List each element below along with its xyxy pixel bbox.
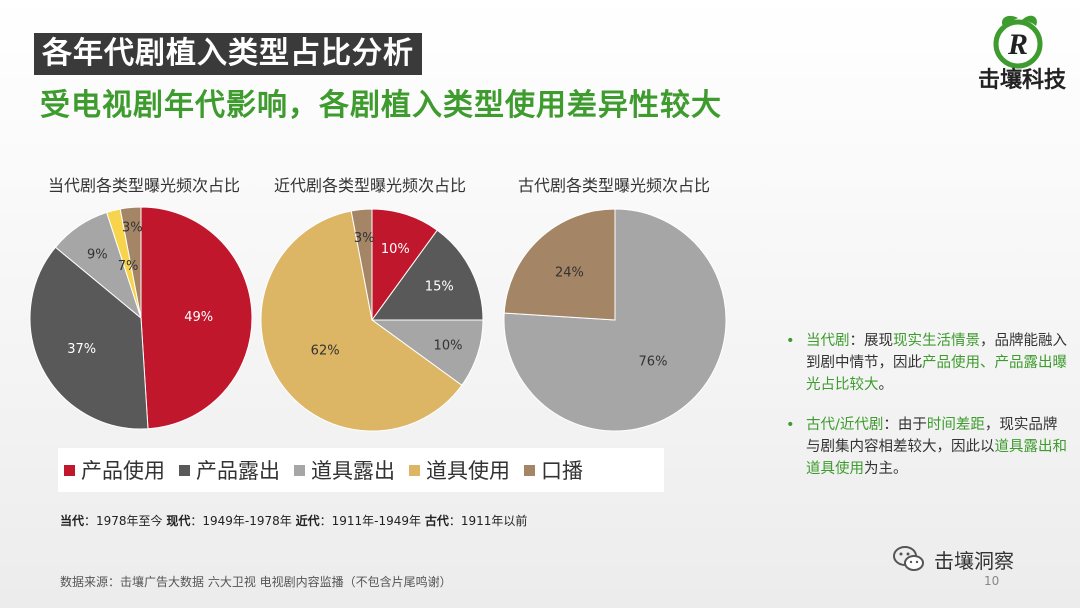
legend-swatch <box>524 464 535 476</box>
legend-swatch <box>64 464 75 476</box>
analysis-bullet: • 当代剧：展现现实生活情景，品牌能融入到剧中情节，因此产品使用、产品露出曝光占比… <box>780 330 1070 396</box>
wechat-account: 击壤洞察 <box>892 544 1014 574</box>
bullet-dot-icon: • <box>786 333 795 349</box>
legend-item: 道具露出 <box>294 455 395 485</box>
analysis-bullet: • 古代/近代剧：由于时间差距，现实品牌与剧集内容相差较大，因此以道具露出和道具使… <box>780 414 1070 480</box>
brand-name: 击壤科技 <box>978 68 1067 93</box>
pie-slice-ancient <box>503 208 616 321</box>
pie-data-label: 76% <box>639 354 668 369</box>
bullet-text-segment: 时间差距 <box>926 417 985 433</box>
pie-data-label: 3% <box>354 231 375 246</box>
bullet-text-segment: ，现实品牌与剧集内容相差较大，因此以 <box>806 417 1058 455</box>
pie-data-label: 10% <box>381 242 410 257</box>
bullet-text-segment: 当代剧 <box>806 333 850 349</box>
brand-logo-icon: R <box>993 15 1043 69</box>
bullet-text-segment: 。 <box>878 377 894 393</box>
page-title: 各年代剧植入类型占比分析 <box>34 33 422 75</box>
chart-title-contemporary: 当代剧各类型曝光频次占比 <box>48 176 241 195</box>
legend-item: 道具使用 <box>409 455 510 485</box>
chart-legend: 产品使用 产品露出 道具露出 道具使用 口播 <box>58 448 664 492</box>
pie-slice-contemporary <box>29 246 149 430</box>
legend-swatch <box>409 464 420 476</box>
pie-slice-modern <box>260 210 463 432</box>
data-source: 数据来源：击壤广告大数据 六大卫视 电视剧内容监播（不包含片尾鸣谢） <box>60 575 452 589</box>
pie-data-label: 49% <box>184 310 213 325</box>
pie-data-label: 7% <box>118 259 139 274</box>
pie-slice-contemporary <box>119 206 142 319</box>
legend-label: 产品使用 <box>81 459 165 483</box>
pie-data-label: 37% <box>67 342 96 357</box>
legend-item: 产品露出 <box>179 455 280 485</box>
legend-swatch <box>294 464 305 476</box>
legend-swatch <box>179 464 190 476</box>
pie-data-label: 15% <box>425 280 454 295</box>
bullet-text-segment: 为主。 <box>864 461 908 477</box>
bullet-text-segment: ：由于 <box>883 417 927 433</box>
bullet-text-segment: 现实生活情景 <box>893 333 980 349</box>
chart-title-ancient: 古代剧各类型曝光频次占比 <box>518 176 711 195</box>
bullet-text-segment: 产品使用、产品露出曝光占比较大 <box>806 355 1067 393</box>
pie-data-label: 3% <box>122 220 143 235</box>
legend-label: 道具露出 <box>311 459 395 483</box>
pie-data-label: 9% <box>87 248 108 263</box>
bullet-text-segment: 道具露出和道具使用 <box>806 439 1067 477</box>
bullet-text-segment: ：展现 <box>849 333 894 349</box>
pie-slice-modern <box>371 229 484 321</box>
pie-data-label: 10% <box>434 339 463 354</box>
era-definition-note: 当代：1978年至今 现代：1949年-1978年 近代：1911年-1949年… <box>60 514 528 528</box>
bullet-text-segment: 古代/近代剧 <box>806 417 884 433</box>
page-number: 10 <box>984 574 1000 588</box>
legend-label: 道具使用 <box>426 459 510 483</box>
bullet-text-segment: ，品牌能融入到剧中情节，因此 <box>806 333 1067 371</box>
pie-data-label: 24% <box>555 265 584 280</box>
bullet-dot-icon: • <box>786 417 795 433</box>
pie-slice-modern <box>350 208 373 321</box>
wechat-label: 击壤洞察 <box>934 548 1014 573</box>
pie-data-label: 62% <box>311 344 340 359</box>
page-subtitle: 受电视剧年代影响，各剧植入类型使用差异性较大 <box>40 88 722 123</box>
legend-label: 产品露出 <box>196 459 280 483</box>
pie-slice-contemporary <box>140 206 253 430</box>
legend-item: 口播 <box>524 455 583 485</box>
chart-title-modern: 近代剧各类型曝光频次占比 <box>274 176 467 195</box>
wechat-icon <box>893 546 924 571</box>
svg-text:R: R <box>1007 28 1028 61</box>
legend-item: 产品使用 <box>64 455 165 485</box>
legend-label: 口播 <box>541 459 583 483</box>
analysis-bullets: • 当代剧：展现现实生活情景，品牌能融入到剧中情节，因此产品使用、产品露出曝光占比… <box>780 330 1070 498</box>
